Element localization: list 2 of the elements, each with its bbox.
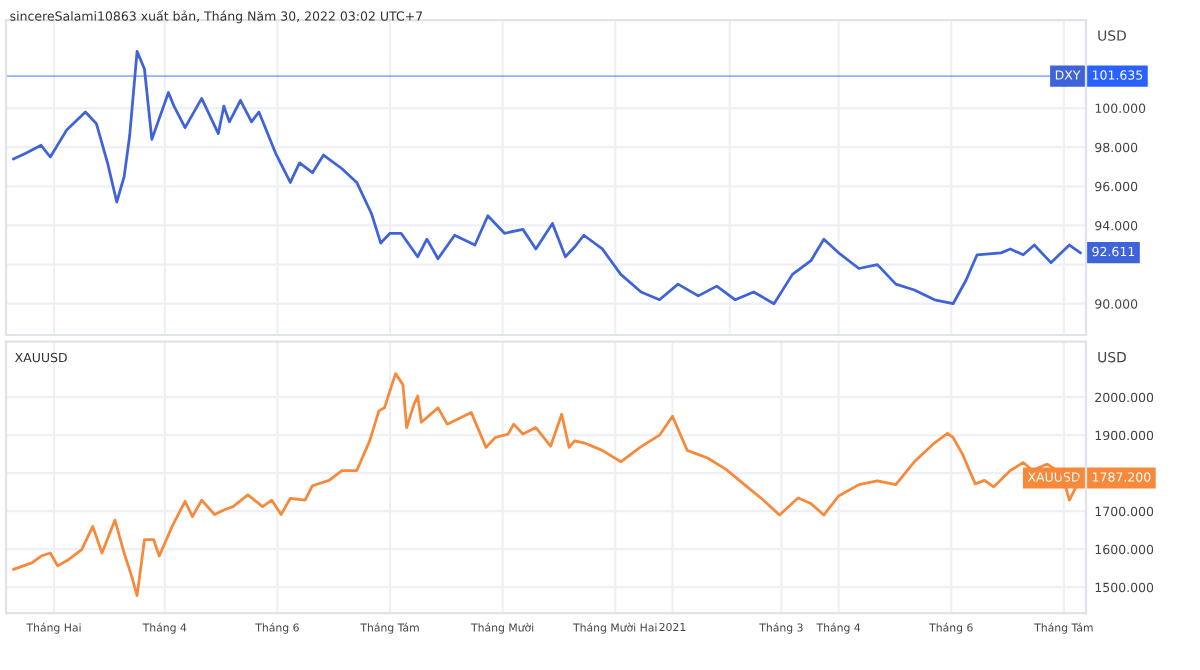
line-series — [11, 50, 1082, 306]
line-series — [11, 372, 1082, 597]
